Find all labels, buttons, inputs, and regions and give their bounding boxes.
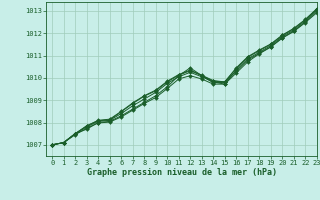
X-axis label: Graphe pression niveau de la mer (hPa): Graphe pression niveau de la mer (hPa) (87, 168, 276, 177)
